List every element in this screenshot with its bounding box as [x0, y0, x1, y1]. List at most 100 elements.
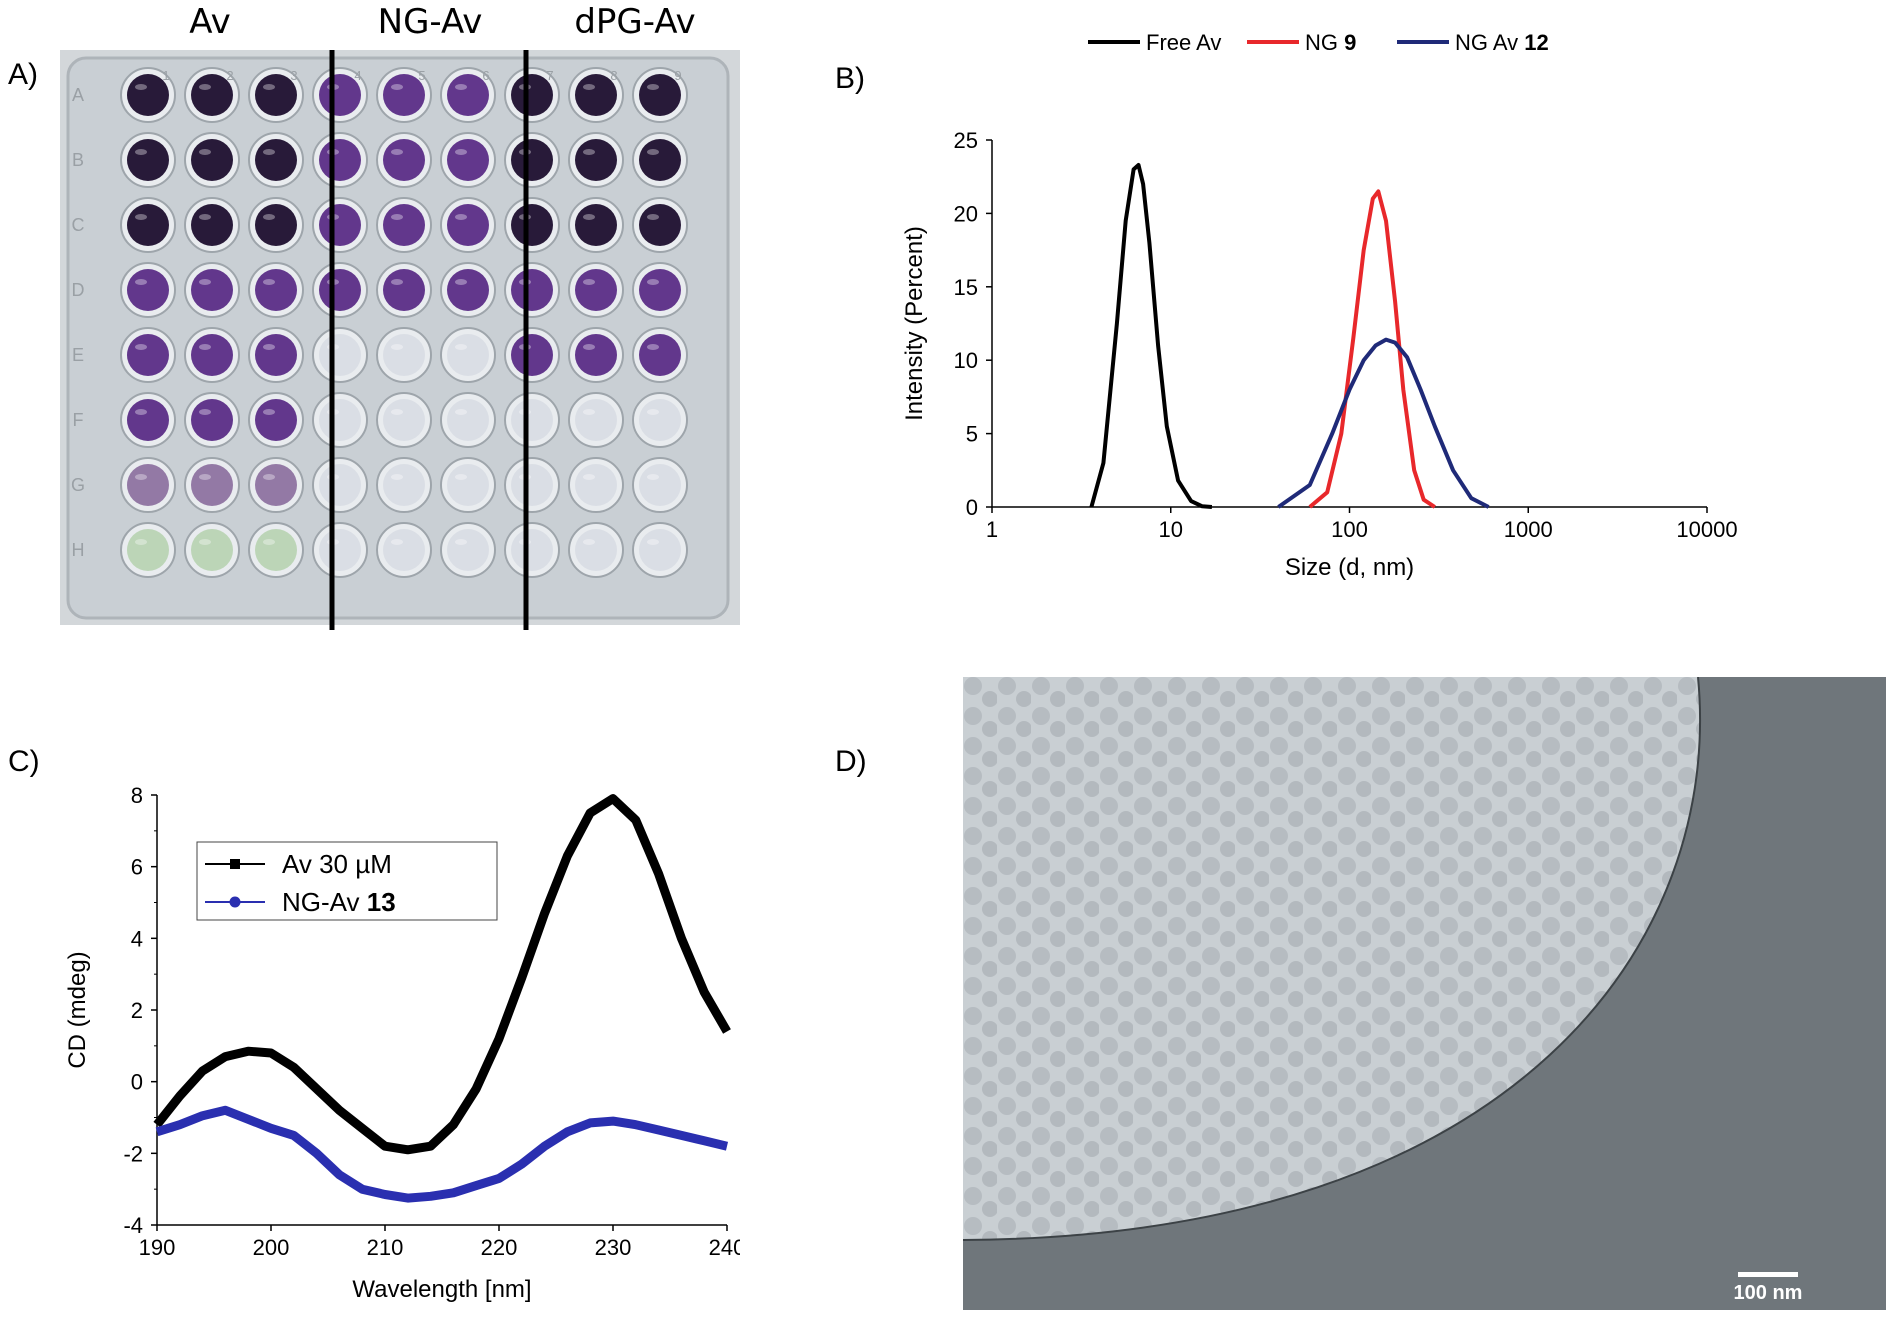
well — [639, 529, 681, 571]
well — [447, 139, 489, 181]
well — [447, 204, 489, 246]
well-plate-photo: 1 2 3 4 5 6 7 8 9 A B C D E F G H — [60, 50, 740, 630]
well — [319, 334, 361, 376]
y-axis-title: CD (mdeg) — [64, 951, 91, 1068]
x-tick-label: 1 — [986, 517, 998, 542]
row-letter-label: C — [72, 215, 85, 235]
column-number-label: 6 — [482, 68, 489, 83]
well — [127, 334, 169, 376]
x-tick-label: 210 — [367, 1235, 404, 1260]
series-line — [1089, 163, 1213, 509]
cryo-tem-image: 100 nm — [963, 677, 1886, 1310]
well — [255, 399, 297, 441]
well — [383, 269, 425, 311]
well-highlight — [391, 474, 403, 480]
x-tick-label: 220 — [481, 1235, 518, 1260]
well-highlight — [199, 214, 211, 220]
well-highlight — [391, 279, 403, 285]
well — [127, 74, 169, 116]
well-highlight — [263, 409, 275, 415]
x-tick-label: 100 — [1331, 517, 1368, 542]
column-number-label: 9 — [674, 68, 681, 83]
well-highlight — [135, 84, 147, 90]
well-highlight — [135, 409, 147, 415]
series-line — [155, 1105, 729, 1203]
column-number-label: 8 — [610, 68, 617, 83]
well-highlight — [135, 279, 147, 285]
y-axis-title: Intensity (Percent) — [901, 226, 928, 421]
well-highlight — [583, 409, 595, 415]
well-highlight — [391, 149, 403, 155]
column-number-label: 2 — [226, 68, 233, 83]
well — [191, 529, 233, 571]
well-highlight — [263, 214, 275, 220]
well-highlight — [455, 149, 467, 155]
well-highlight — [455, 474, 467, 480]
legend-entry: NG-Av 13 — [282, 887, 396, 917]
y-tick-label: -2 — [123, 1141, 143, 1166]
well — [447, 269, 489, 311]
y-tick-label: 10 — [954, 348, 978, 373]
well-highlight — [647, 149, 659, 155]
well — [319, 204, 361, 246]
ice-hole — [963, 677, 1701, 1240]
well — [575, 269, 617, 311]
well — [319, 529, 361, 571]
well — [255, 334, 297, 376]
legend-marker-circle — [229, 896, 241, 908]
well — [319, 399, 361, 441]
well — [511, 204, 553, 246]
well-highlight — [455, 279, 467, 285]
well — [383, 334, 425, 376]
well — [639, 334, 681, 376]
well-highlight — [135, 344, 147, 350]
well — [191, 334, 233, 376]
well-highlight — [583, 539, 595, 545]
well-highlight — [135, 474, 147, 480]
well-highlight — [583, 214, 595, 220]
well-highlight — [263, 474, 275, 480]
well-highlight — [391, 409, 403, 415]
well-highlight — [647, 84, 659, 90]
well-highlight — [455, 344, 467, 350]
well-highlight — [199, 84, 211, 90]
well-highlight — [647, 214, 659, 220]
well — [383, 529, 425, 571]
well — [319, 464, 361, 506]
well — [127, 269, 169, 311]
well — [447, 334, 489, 376]
panel-d-letter: D) — [835, 745, 867, 778]
column-number-label: 7 — [546, 68, 553, 83]
well-highlight — [199, 149, 211, 155]
well-highlight — [263, 84, 275, 90]
well — [255, 139, 297, 181]
well — [511, 334, 553, 376]
column-number-label: 4 — [354, 68, 361, 83]
well — [255, 529, 297, 571]
row-letter-label: D — [72, 280, 85, 300]
well — [191, 139, 233, 181]
well — [575, 139, 617, 181]
well — [191, 204, 233, 246]
well-highlight — [583, 279, 595, 285]
series-line — [1277, 337, 1490, 509]
x-tick-label: 1000 — [1504, 517, 1553, 542]
panel-a-letter: A) — [8, 58, 38, 91]
well-highlight — [455, 84, 467, 90]
well — [447, 399, 489, 441]
well — [511, 139, 553, 181]
x-tick-label: 10000 — [1676, 517, 1737, 542]
legend-marker-square — [230, 859, 240, 869]
well — [127, 529, 169, 571]
well — [511, 74, 553, 116]
well — [191, 464, 233, 506]
panel-c-letter: C) — [8, 745, 40, 778]
row-letter-label: F — [73, 410, 84, 430]
x-tick-label: 200 — [253, 1235, 290, 1260]
x-tick-label: 230 — [595, 1235, 632, 1260]
series-line — [153, 794, 731, 1155]
well-highlight — [647, 344, 659, 350]
well — [383, 464, 425, 506]
well-highlight — [263, 344, 275, 350]
x-axis-title: Size (d, nm) — [1285, 554, 1414, 581]
